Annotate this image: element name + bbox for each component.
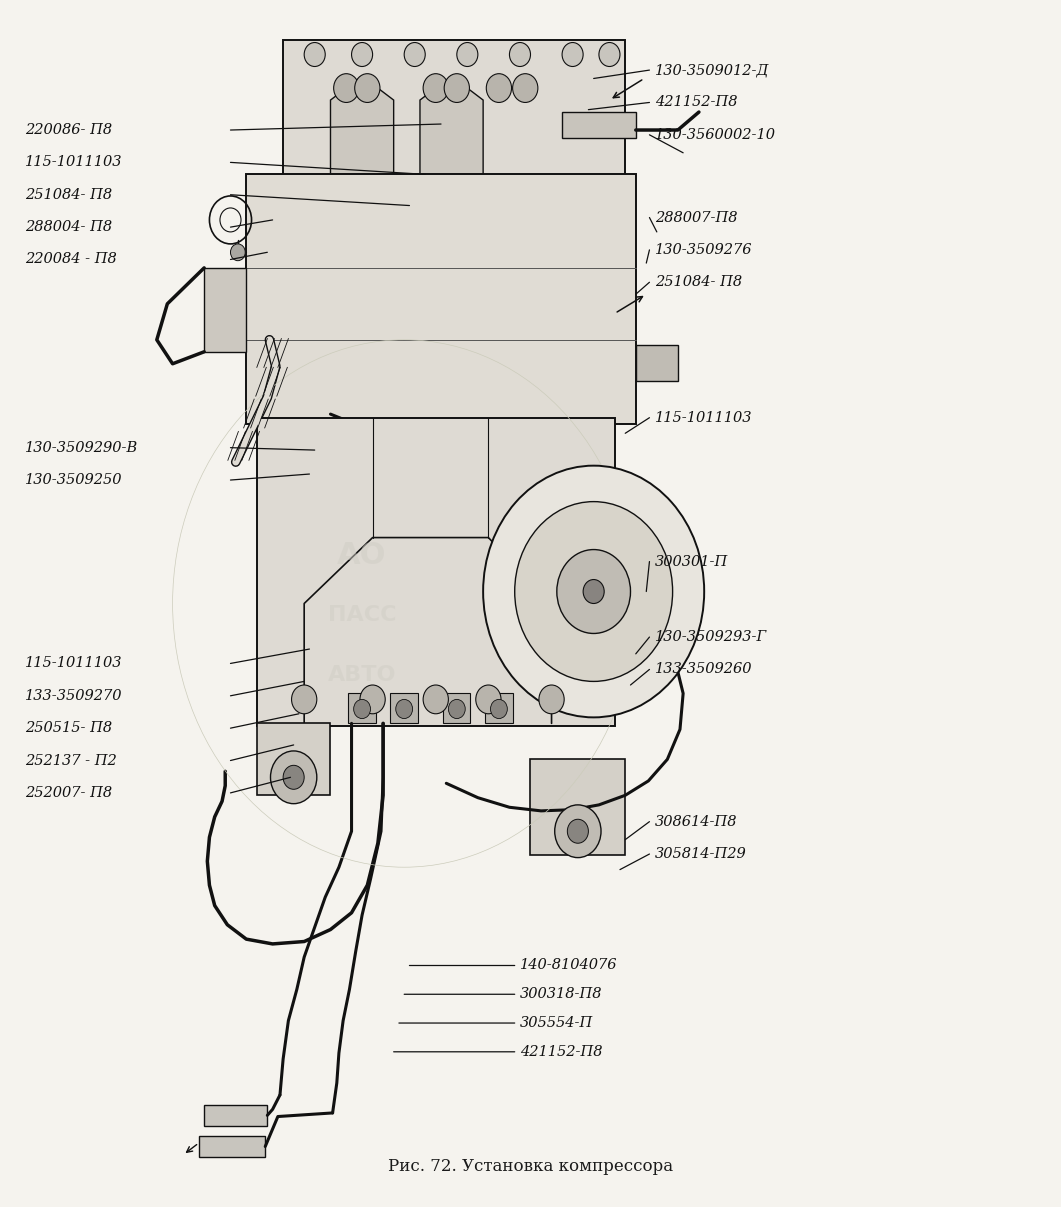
Circle shape: [512, 74, 538, 103]
Circle shape: [568, 820, 589, 844]
Text: АВТО: АВТО: [328, 665, 397, 686]
Circle shape: [486, 74, 511, 103]
Polygon shape: [562, 112, 636, 139]
Text: 252007- П8: 252007- П8: [25, 786, 112, 800]
Text: Рис. 72. Установка компрессора: Рис. 72. Установка компрессора: [388, 1159, 673, 1176]
Circle shape: [396, 699, 413, 718]
Text: 220084 - П8: 220084 - П8: [25, 252, 117, 267]
Circle shape: [539, 686, 564, 713]
Text: 421152-П8: 421152-П8: [655, 95, 737, 110]
Polygon shape: [485, 693, 512, 723]
Circle shape: [515, 502, 673, 682]
Circle shape: [333, 74, 359, 103]
Text: 300301-П: 300301-П: [655, 554, 728, 568]
Circle shape: [353, 699, 370, 718]
Polygon shape: [390, 693, 418, 723]
Text: 252137 - П2: 252137 - П2: [25, 753, 117, 768]
Circle shape: [598, 42, 620, 66]
Circle shape: [360, 686, 385, 713]
Text: 115-1011103: 115-1011103: [655, 410, 752, 425]
Circle shape: [354, 74, 380, 103]
Circle shape: [483, 466, 705, 717]
Circle shape: [423, 74, 449, 103]
Text: 130-3509276: 130-3509276: [655, 243, 752, 257]
Circle shape: [557, 549, 630, 634]
Text: 130-3560002-10: 130-3560002-10: [655, 128, 776, 141]
Text: 130-3509293-Г: 130-3509293-Г: [655, 630, 767, 645]
Polygon shape: [257, 723, 330, 795]
Polygon shape: [257, 418, 614, 725]
Polygon shape: [530, 759, 625, 856]
Circle shape: [457, 42, 477, 66]
Text: 250515- П8: 250515- П8: [25, 721, 112, 735]
Polygon shape: [330, 76, 394, 174]
Polygon shape: [443, 693, 470, 723]
Text: АО: АО: [337, 541, 387, 570]
Text: 130-3509290-В: 130-3509290-В: [25, 441, 139, 455]
Circle shape: [230, 244, 245, 261]
Text: 305814-П29: 305814-П29: [655, 847, 747, 861]
Circle shape: [445, 74, 469, 103]
Circle shape: [555, 805, 601, 858]
Polygon shape: [246, 174, 636, 424]
Text: 305554-П: 305554-П: [520, 1016, 593, 1030]
Polygon shape: [204, 268, 246, 351]
Text: 133-3509260: 133-3509260: [655, 663, 752, 676]
Polygon shape: [636, 344, 678, 380]
Circle shape: [509, 42, 530, 66]
Text: 308614-П8: 308614-П8: [655, 815, 737, 829]
Circle shape: [423, 686, 449, 713]
Text: 133-3509270: 133-3509270: [25, 689, 123, 702]
Circle shape: [305, 42, 326, 66]
Polygon shape: [198, 1136, 265, 1158]
Text: 130-3509012-Д: 130-3509012-Д: [655, 63, 769, 77]
Circle shape: [490, 699, 507, 718]
Text: 130-3509250: 130-3509250: [25, 473, 123, 488]
Circle shape: [404, 42, 425, 66]
Text: ПАСС: ПАСС: [328, 606, 397, 625]
Polygon shape: [348, 693, 376, 723]
Circle shape: [562, 42, 584, 66]
Text: 288007-П8: 288007-П8: [655, 210, 737, 225]
Polygon shape: [420, 76, 483, 174]
Circle shape: [584, 579, 604, 604]
Text: 115-1011103: 115-1011103: [25, 156, 123, 169]
Text: 421152-П8: 421152-П8: [520, 1045, 603, 1059]
Text: 140-8104076: 140-8104076: [520, 958, 618, 973]
Circle shape: [283, 765, 305, 789]
Text: 220086- П8: 220086- П8: [25, 123, 112, 138]
Text: 300318-П8: 300318-П8: [520, 987, 603, 1002]
Polygon shape: [204, 1104, 267, 1126]
Text: 115-1011103: 115-1011103: [25, 657, 123, 670]
Text: 251084- П8: 251084- П8: [25, 188, 112, 202]
Text: 251084- П8: 251084- П8: [655, 275, 742, 290]
Polygon shape: [283, 40, 625, 177]
Circle shape: [292, 686, 317, 713]
Circle shape: [475, 686, 501, 713]
Text: 288004- П8: 288004- П8: [25, 220, 112, 234]
Circle shape: [271, 751, 317, 804]
Circle shape: [449, 699, 465, 718]
Circle shape: [351, 42, 372, 66]
